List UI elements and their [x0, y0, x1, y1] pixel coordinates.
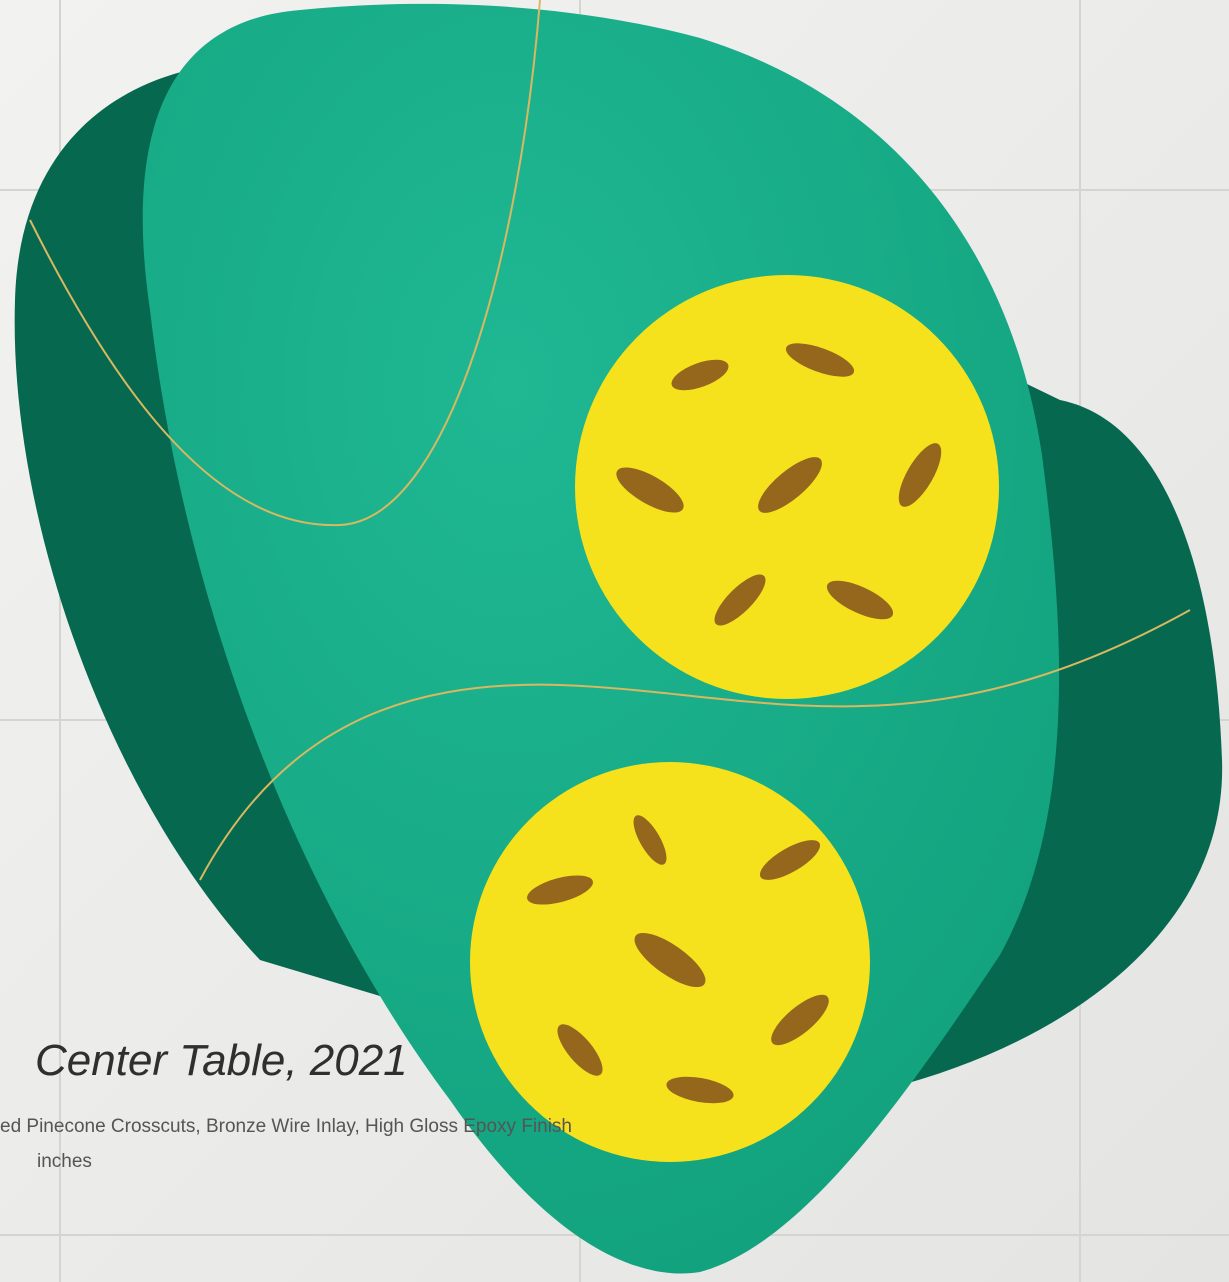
scene: Center Table, 2021 ed Pinecone Crosscuts… [0, 0, 1229, 1282]
artwork-dimensions: inches [37, 1151, 92, 1172]
artwork-title: Center Table, 2021 [35, 1036, 408, 1085]
artwork-materials: ed Pinecone Crosscuts, Bronze Wire Inlay… [0, 1116, 572, 1137]
page: Center Table, 2021 ed Pinecone Crosscuts… [0, 0, 1229, 1282]
